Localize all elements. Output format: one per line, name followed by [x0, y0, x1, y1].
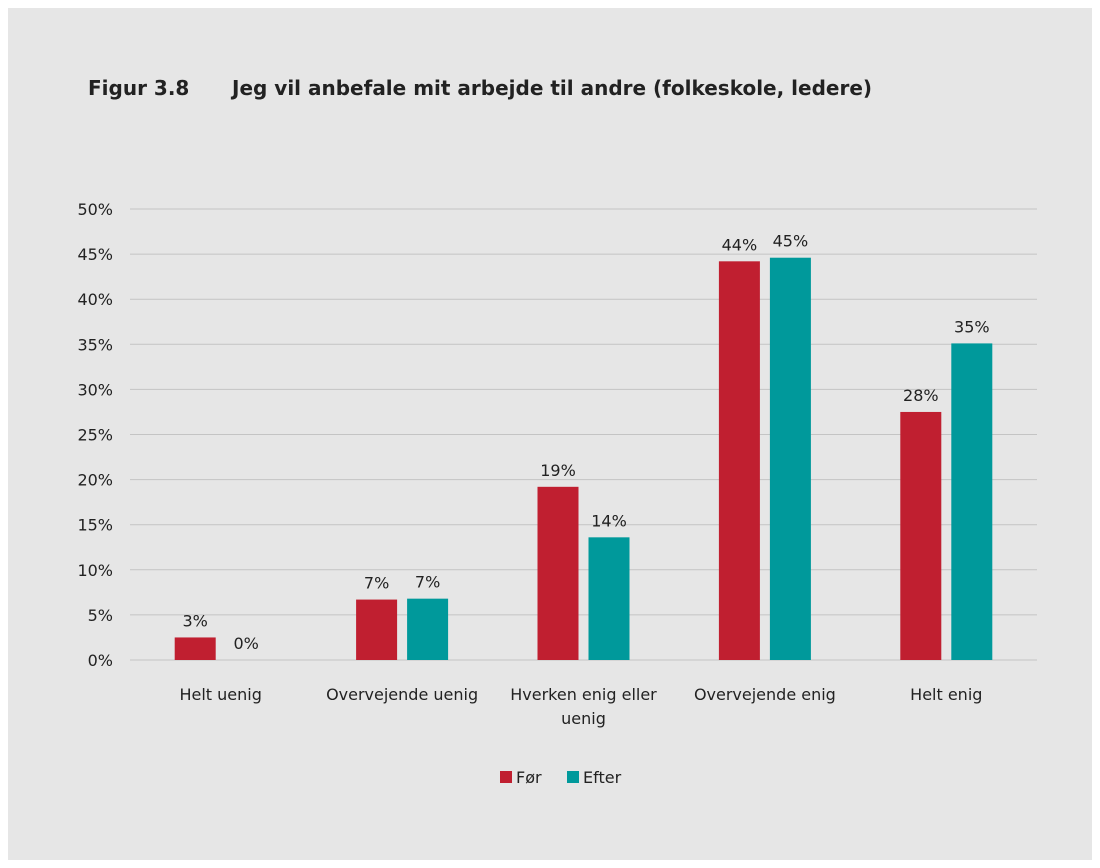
legend-swatch-foer [500, 771, 512, 783]
bar-foer-overvejende-uenig [356, 599, 398, 660]
data-label-efter-overvejende-enig: 45% [773, 232, 809, 251]
gridlines [130, 208, 1037, 661]
y-axis-tick-labels: 0% 5% 10% 15% 20% 25% 30% 35% 40% 45% 50% [77, 200, 113, 670]
legend: Før Efter [500, 768, 622, 787]
y-tick-label: 40% [77, 290, 113, 309]
data-label-foer-hverken-enig-eller-uenig: 19% [540, 461, 576, 480]
y-tick-label: 45% [77, 245, 113, 264]
bar-efter-overvejende-enig [769, 257, 811, 660]
data-label-foer-helt-uenig: 3% [183, 611, 208, 630]
bar-efter-overvejende-uenig [407, 598, 449, 660]
category-label-overvejende-enig: Overvejende enig [694, 685, 836, 704]
data-label-efter-helt-enig: 35% [954, 317, 990, 336]
y-tick-label: 50% [77, 200, 113, 219]
category-label-helt-uenig: Helt uenig [179, 685, 261, 704]
data-label-efter-hverken-enig-eller-uenig: 14% [591, 511, 627, 530]
bar-efter-hverken-enig-eller-uenig [588, 537, 630, 660]
data-label-efter-overvejende-uenig: 7% [415, 573, 440, 592]
bar-efter-helt-enig [951, 343, 993, 660]
x-axis-category-labels: Helt uenig Overvejende uenig Hverken enig … [179, 685, 982, 728]
y-tick-label: 25% [77, 426, 113, 445]
bar-foer-helt-enig [900, 411, 942, 660]
data-labels: 3% 0% 7% 7% 19% 14% 44% 45% 28% 35% [183, 232, 990, 653]
y-tick-label: 10% [77, 561, 113, 580]
y-tick-label: 0% [88, 651, 113, 670]
legend-label-foer: Før [516, 768, 542, 787]
legend-label-efter: Efter [583, 768, 622, 787]
bar-foer-hverken-enig-eller-uenig [537, 486, 579, 660]
bar-foer-helt-uenig [174, 637, 216, 660]
data-label-efter-helt-uenig: 0% [234, 634, 259, 653]
data-label-foer-overvejende-uenig: 7% [364, 574, 389, 593]
legend-swatch-efter [567, 771, 579, 783]
y-tick-label: 35% [77, 335, 113, 354]
category-label-overvejende-uenig: Overvejende uenig [326, 685, 478, 704]
data-label-foer-overvejende-enig: 44% [722, 235, 758, 254]
category-label-hverken-enig-eller-uenig: Hverken enig eller [510, 685, 657, 704]
y-tick-label: 15% [77, 516, 113, 535]
figure-number: Figur 3.8 [88, 76, 190, 100]
data-label-foer-helt-enig: 28% [903, 386, 939, 405]
bars [174, 257, 993, 660]
figure-title: Jeg vil anbefale mit arbejde til andre (… [232, 76, 873, 100]
y-tick-label: 5% [88, 606, 113, 625]
y-tick-label: 30% [77, 380, 113, 399]
category-label-hverken-enig-eller-uenig: uenig [561, 709, 606, 728]
category-label-helt-enig: Helt enig [910, 685, 982, 704]
y-tick-label: 20% [77, 471, 113, 490]
bar-foer-overvejende-enig [718, 261, 760, 660]
